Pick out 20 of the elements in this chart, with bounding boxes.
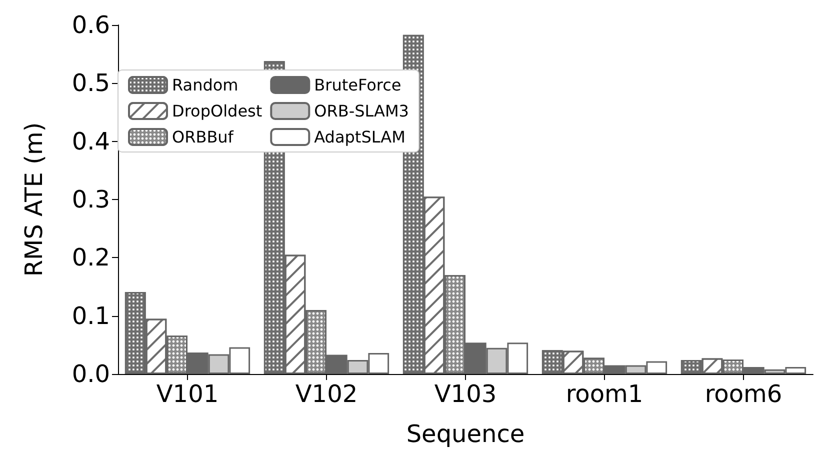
x-tick-label: V101 <box>156 380 219 408</box>
x-tick-label: V102 <box>295 380 358 408</box>
legend-label: AdaptSLAM <box>314 128 406 146</box>
y-tick-label: 0.6 <box>72 11 110 39</box>
y-tick-label: 0.3 <box>72 186 110 214</box>
legend-label: ORB-SLAM3 <box>314 102 409 120</box>
y-tick-label: 0.2 <box>72 244 110 272</box>
x-axis-title: Sequence <box>406 420 525 448</box>
y-tick-label: 0.0 <box>72 360 110 388</box>
x-tick-label: room6 <box>704 380 782 408</box>
y-tick-label: 0.1 <box>72 302 110 330</box>
y-tick-label: 0.5 <box>72 69 110 98</box>
legend-label: DropOldest <box>172 102 262 120</box>
x-tick-label: room1 <box>566 380 644 408</box>
y-axis-title: RMS ATE (m) <box>20 122 48 277</box>
y-tick-label: 0.4 <box>72 127 110 156</box>
legend-label: Random <box>172 76 238 94</box>
legend-label: BruteForce <box>314 76 402 94</box>
x-tick-label: V103 <box>434 380 497 408</box>
legend-label: ORBBuf <box>172 128 234 146</box>
